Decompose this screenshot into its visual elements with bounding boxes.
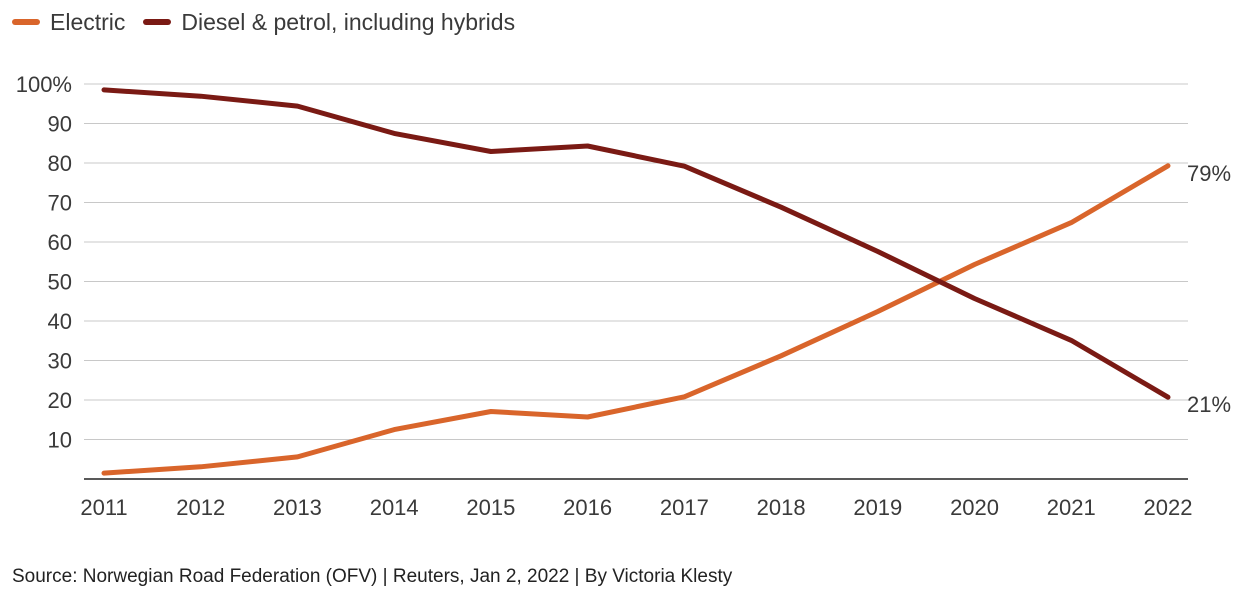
- series-line-electric: [101, 163, 1171, 476]
- gridlines: [84, 83, 1188, 440]
- series-lines: [101, 87, 1171, 476]
- x-tick-label: 2012: [176, 495, 225, 520]
- y-tick-label: 60: [48, 230, 72, 255]
- y-tick-label: 100%: [16, 72, 72, 97]
- x-tick-label: 2011: [80, 495, 127, 520]
- x-tick-label: 2021: [1047, 495, 1096, 520]
- y-tick-label: 80: [48, 151, 72, 176]
- legend-label-diesel-petrol: Diesel & petrol, including hybrids: [181, 8, 516, 35]
- x-tick-label: 2018: [757, 495, 806, 520]
- x-tick-label: 2019: [853, 495, 902, 520]
- x-tick-label: 2015: [466, 495, 515, 520]
- source-note: Source: Norwegian Road Federation (OFV) …: [12, 566, 733, 587]
- x-tick-label: 2017: [660, 495, 709, 520]
- y-tick-label: 50: [48, 270, 72, 295]
- y-tick-label: 90: [48, 112, 72, 137]
- y-tick-label: 20: [48, 388, 72, 413]
- x-tick-label: 2022: [1144, 495, 1193, 520]
- x-axis: 2011 2012 2013 2014 2015 2016 2017 2018 2019 2020…: [80, 478, 1193, 520]
- series-line-diesel-petrol: [101, 87, 1171, 400]
- x-tick-label: 2013: [273, 495, 322, 520]
- legend-item-electric: Electric: [12, 9, 125, 36]
- x-tick-label: 2016: [563, 495, 612, 520]
- y-axis-ticks: 10 20 30 40 50 60 70 80 90 100%: [16, 72, 72, 453]
- y-tick-label: 10: [48, 428, 72, 453]
- legend-swatch-diesel-petrol: [143, 19, 172, 25]
- y-tick-label: 70: [48, 191, 72, 216]
- legend-swatch-electric: [12, 19, 40, 25]
- end-label-electric: 79%: [1187, 161, 1231, 186]
- legend-label-electric: Electric: [50, 8, 126, 35]
- y-tick-label: 40: [48, 309, 72, 334]
- end-labels: 79% 21%: [1187, 161, 1231, 417]
- legend-item-diesel-petrol: Diesel & petrol, including hybrids: [143, 9, 515, 36]
- x-tick-label: 2014: [370, 495, 419, 520]
- end-label-diesel-petrol: 21%: [1187, 392, 1231, 417]
- y-tick-label: 30: [48, 349, 72, 374]
- x-tick-label: 2020: [950, 495, 999, 520]
- chart-legend: Electric Diesel & petrol, including hybr…: [12, 6, 533, 38]
